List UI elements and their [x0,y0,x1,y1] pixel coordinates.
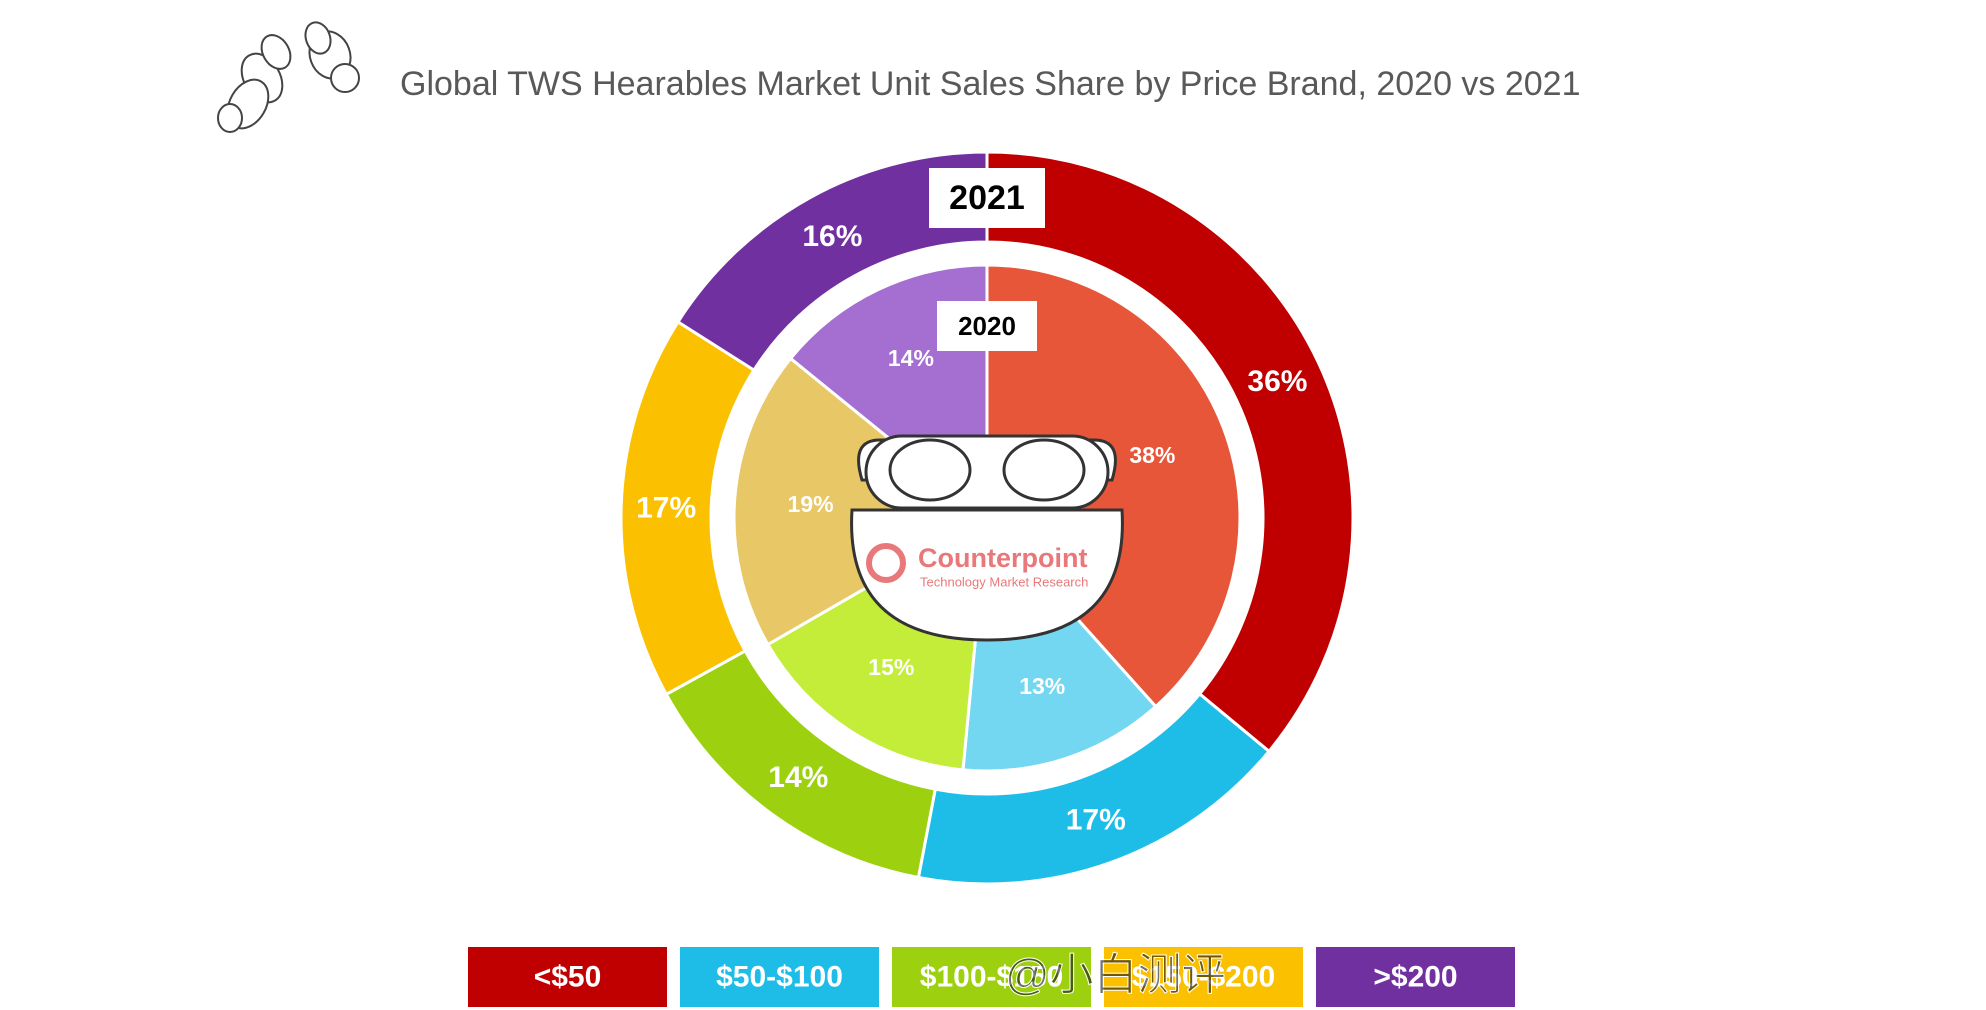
ring-label: 2021 [949,179,1025,217]
data-label: 15% [868,654,914,680]
donut-segment [732,356,990,647]
data-label: 38% [1129,442,1175,468]
earbuds-case: Counterpoint Technology Market Research [850,434,1124,642]
ring-label-box [929,168,1045,228]
data-label: 14% [768,761,828,794]
data-label: 16% [802,220,862,253]
case-body [850,508,1124,642]
legend-swatch [892,947,1091,1007]
legend-swatch [1104,947,1303,1007]
watermark: @小白测评 [1005,951,1226,1000]
donut-segment [985,263,1242,709]
legend-label: $50-$100 [716,961,843,994]
legend-swatch [680,947,879,1007]
earbuds-icon [217,21,360,133]
logo-name: Counterpoint [918,543,1087,573]
logo-icon [866,543,906,583]
data-label: 19% [788,491,834,517]
data-label: 14% [888,345,934,371]
case-cavity [1002,438,1086,502]
data-label: 36% [1247,365,1307,398]
logo-tagline: Technology Market Research [920,575,1088,590]
legend-label: <$50 [534,961,602,994]
legend-label: >$200 [1373,961,1457,994]
ring-label: 2020 [958,311,1016,341]
ring-gap [711,242,1263,794]
data-label: 13% [1019,673,1065,699]
chart-title: Global TWS Hearables Market Unit Sales S… [400,65,1581,103]
ring-label-box [937,301,1037,351]
legend-swatch [1316,947,1515,1007]
legend-label: $150-$200 [1132,961,1275,994]
data-label: 17% [636,491,696,524]
legend-swatch [468,947,667,1007]
data-label: 17% [1066,804,1126,837]
legend-label: $100-$150 [920,961,1063,994]
case-cavity [888,438,972,502]
